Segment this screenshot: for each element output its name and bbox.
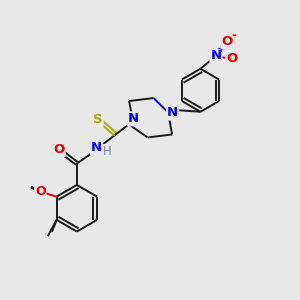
Text: N: N [167, 106, 178, 119]
Text: O: O [35, 185, 46, 198]
Text: O: O [226, 52, 237, 65]
Text: N: N [128, 112, 139, 125]
Text: -: - [232, 29, 236, 42]
Text: +: + [216, 44, 225, 54]
Text: N: N [91, 141, 102, 154]
Text: H: H [103, 145, 112, 158]
Text: O: O [222, 35, 233, 48]
Text: N: N [210, 49, 222, 62]
Text: S: S [93, 113, 103, 126]
Text: O: O [53, 143, 64, 156]
